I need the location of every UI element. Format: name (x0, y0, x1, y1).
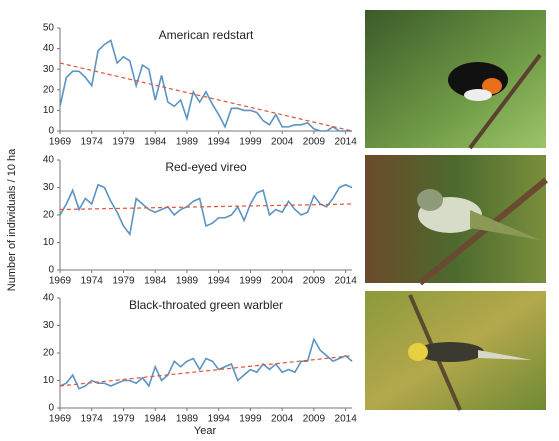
x-tick-label: 2014 (335, 414, 358, 425)
x-tick-label: 1989 (176, 137, 199, 148)
x-tick-label: 1984 (144, 137, 167, 148)
y-tick-label: 0 (48, 265, 54, 276)
x-tick-label: 2009 (303, 414, 326, 425)
chart-title: Black-throated green warbler (129, 298, 283, 312)
x-tick-label: 1999 (239, 276, 262, 287)
x-axis-label: Year (194, 425, 217, 437)
x-tick-label: 2014 (335, 276, 358, 287)
x-tick-label: 2004 (271, 414, 294, 425)
x-tick-label: 1969 (49, 137, 72, 148)
y-tick-label: 20 (43, 84, 55, 95)
y-tick-label: 0 (48, 126, 54, 137)
data-line (59, 39, 352, 132)
y-tick-label: 20 (43, 348, 55, 359)
y-axis-label: Number of individuals / 10 ha (6, 148, 18, 291)
x-tick-label: 2014 (335, 137, 358, 148)
y-tick-label: 10 (43, 105, 55, 116)
x-tick-label: 1974 (81, 137, 104, 148)
trend-line (59, 62, 353, 132)
x-tick-label: 1969 (49, 276, 72, 287)
y-tick-label: 40 (43, 43, 55, 54)
y-tick-label: 20 (43, 210, 55, 221)
photo-redstart (365, 10, 546, 150)
x-tick-label: 1999 (239, 414, 262, 425)
y-tick-label: 0 (48, 403, 54, 414)
x-tick-label: 1979 (112, 276, 135, 287)
y-tick-label: 50 (43, 23, 55, 34)
x-tick-label: 2009 (303, 137, 326, 148)
y-tick-label: 30 (43, 182, 55, 193)
y-tick-label: 40 (43, 293, 55, 304)
x-tick-label: 1994 (208, 276, 231, 287)
y-tick-label: 30 (43, 320, 55, 331)
data-line (59, 337, 353, 390)
y-tick-label: 30 (43, 64, 55, 75)
photo-vireo (365, 155, 548, 286)
photo-warbler (365, 291, 546, 411)
x-tick-label: 1984 (144, 414, 167, 425)
x-tick-label: 1989 (176, 276, 199, 287)
x-tick-label: 1969 (49, 414, 72, 425)
x-tick-label: 1979 (112, 137, 135, 148)
chart-title: Red-eyed vireo (165, 160, 247, 174)
x-tick-label: 2004 (271, 137, 294, 148)
y-tick-label: 40 (43, 155, 55, 166)
x-tick-label: 1974 (81, 276, 104, 287)
y-tick-label: 10 (43, 237, 55, 248)
x-tick-label: 1994 (208, 137, 231, 148)
x-tick-label: 1994 (208, 414, 231, 425)
chart-title: American redstart (159, 28, 254, 42)
y-tick-label: 10 (43, 375, 55, 386)
x-tick-label: 2009 (303, 276, 326, 287)
x-tick-label: 1984 (144, 276, 167, 287)
x-tick-label: 1999 (239, 137, 262, 148)
x-tick-label: 2004 (271, 276, 294, 287)
x-tick-label: 1974 (81, 414, 104, 425)
data-line (59, 183, 353, 237)
x-tick-label: 1979 (112, 414, 135, 425)
x-tick-label: 1989 (176, 414, 199, 425)
